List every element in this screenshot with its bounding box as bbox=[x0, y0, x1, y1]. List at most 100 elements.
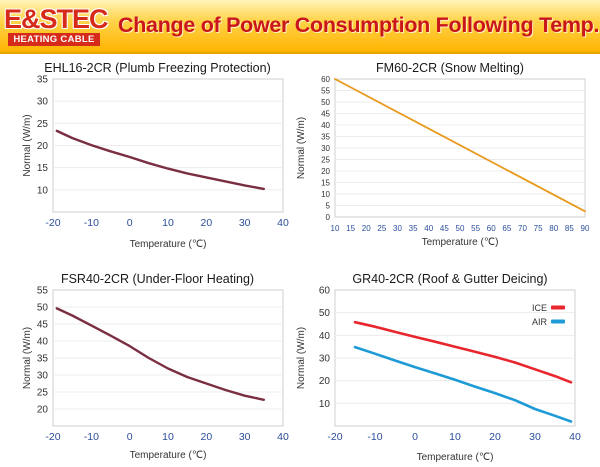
x-tick-label: 55 bbox=[471, 224, 480, 233]
x-tick-label: 10 bbox=[449, 431, 461, 443]
y-tick-label: 50 bbox=[319, 308, 331, 319]
x-tick-label: 10 bbox=[162, 431, 174, 443]
series-line-fsr40-2cr bbox=[55, 307, 265, 401]
chart-title-ehl16: EHL16-2CR (Plumb Freezing Protection) bbox=[44, 61, 271, 75]
x-tick-label: 0 bbox=[127, 431, 133, 443]
x-tick-label: 25 bbox=[377, 224, 386, 233]
legend-label-ice: ICE bbox=[532, 303, 547, 313]
y-tick-label: 40 bbox=[319, 331, 331, 342]
x-tick-label: 20 bbox=[200, 217, 212, 229]
x-tick-label: 65 bbox=[502, 224, 511, 233]
chart-ehl16: 10 15 20 25 30 35 -20 -10 0 10 20 30 40 Temperature (… bbox=[22, 75, 289, 251]
header-banner: E&STEC HEATING CABLE Change of Power Con… bbox=[0, 0, 600, 54]
y-tick-label: 30 bbox=[37, 97, 49, 108]
logo: E&STEC HEATING CABLE bbox=[4, 4, 109, 48]
y-tick-label: 30 bbox=[37, 371, 49, 382]
y-tick-label: 15 bbox=[321, 178, 330, 187]
x-tick-label: 40 bbox=[277, 431, 289, 443]
x-tick-label: 40 bbox=[569, 431, 581, 443]
x-axis-title: Temperature (℃) bbox=[130, 239, 207, 250]
legend-swatch-air bbox=[551, 319, 565, 324]
x-tick-label: 70 bbox=[518, 224, 527, 233]
x-tick-label: 40 bbox=[424, 224, 433, 233]
y-axis-title: Normal (W/m) bbox=[296, 327, 307, 389]
y-tick-label: 60 bbox=[319, 286, 331, 297]
y-tick-label: 25 bbox=[37, 388, 49, 399]
y-tick-label: 45 bbox=[321, 109, 330, 118]
y-tick-label: 30 bbox=[319, 354, 331, 365]
x-tick-label: 0 bbox=[127, 217, 133, 229]
y-tick-label: 5 bbox=[326, 201, 331, 210]
y-tick-label: 20 bbox=[319, 376, 331, 387]
x-tick-label: 40 bbox=[277, 217, 289, 229]
x-tick-label: 10 bbox=[162, 217, 174, 229]
y-tick-label: 55 bbox=[321, 86, 330, 95]
x-axis-title: Temperature (℃) bbox=[417, 452, 494, 463]
x-tick-label: -10 bbox=[84, 217, 99, 229]
y-tick-label: 20 bbox=[37, 405, 49, 416]
legend-swatch-ice bbox=[551, 305, 565, 310]
chart-title-fm60: FM60-2CR (Snow Melting) bbox=[376, 61, 524, 75]
series-line-fm60-2cr bbox=[334, 78, 586, 213]
x-tick-label: 35 bbox=[409, 224, 418, 233]
y-tick-label: 45 bbox=[37, 320, 49, 331]
logo-text: E&STEC bbox=[4, 4, 109, 34]
logo-subtitle: HEATING CABLE bbox=[8, 33, 100, 46]
page-title: Change of Power Consumption Following Te… bbox=[118, 13, 600, 37]
x-tick-label: 20 bbox=[362, 224, 371, 233]
x-tick-label: -20 bbox=[45, 431, 60, 443]
y-tick-label: 60 bbox=[321, 75, 330, 84]
x-tick-label: 15 bbox=[346, 224, 355, 233]
x-tick-label: 10 bbox=[331, 224, 340, 233]
y-tick-label: 50 bbox=[321, 98, 330, 107]
y-tick-label: 25 bbox=[37, 119, 49, 130]
x-tick-label: 30 bbox=[239, 217, 251, 229]
x-tick-label: 20 bbox=[489, 431, 501, 443]
x-tick-label: 45 bbox=[440, 224, 449, 233]
x-tick-label: 50 bbox=[456, 224, 465, 233]
series-line-ice bbox=[353, 320, 573, 384]
x-tick-label: 20 bbox=[200, 431, 212, 443]
y-tick-label: 25 bbox=[321, 155, 330, 164]
x-tick-label: 30 bbox=[393, 224, 402, 233]
x-tick-label: -10 bbox=[84, 431, 99, 443]
y-tick-label: 20 bbox=[37, 141, 49, 152]
x-axis-title: Temperature (℃) bbox=[130, 450, 207, 461]
y-tick-label: 10 bbox=[321, 190, 330, 199]
y-tick-label: 40 bbox=[321, 121, 330, 130]
y-tick-label: 30 bbox=[321, 144, 330, 153]
x-tick-label: 30 bbox=[529, 431, 541, 443]
series-line-ehl16-2cr bbox=[55, 129, 265, 191]
y-axis-title: Normal (W/m) bbox=[296, 117, 307, 179]
y-tick-label: 10 bbox=[319, 399, 331, 410]
x-tick-label: 90 bbox=[581, 224, 590, 233]
y-tick-label: 35 bbox=[37, 354, 49, 365]
x-tick-label: 75 bbox=[534, 224, 543, 233]
y-tick-label: 50 bbox=[37, 303, 49, 314]
y-tick-label: 55 bbox=[37, 286, 49, 297]
series-line-air bbox=[353, 345, 573, 423]
legend-label-air: AIR bbox=[532, 317, 548, 327]
x-tick-label: 85 bbox=[565, 224, 574, 233]
x-tick-label: -20 bbox=[327, 431, 342, 443]
y-tick-label: 0 bbox=[326, 213, 331, 222]
chart-gr40: 10 20 30 40 50 60 -20 -10 0 10 20 30 40 Temperature (… bbox=[296, 286, 581, 464]
y-tick-label: 35 bbox=[37, 75, 49, 86]
x-tick-label: 80 bbox=[549, 224, 558, 233]
chart-title-gr40: GR40-2CR (Roof & Gutter Deicing) bbox=[352, 272, 548, 286]
y-axis-title: Normal (W/m) bbox=[22, 327, 33, 389]
x-tick-label: 30 bbox=[239, 431, 251, 443]
chart-fsr40: 20 25 30 35 40 45 50 55 -20 -10 0 10 20 30 40 Temperatu… bbox=[22, 286, 289, 462]
x-axis-title: Temperature (℃) bbox=[422, 237, 499, 248]
chart-fm60: 0 5 10 15 20 25 30 35 40 45 50 55 60 10 15 20 25 30 35 40 45… bbox=[296, 75, 590, 248]
x-tick-label: 60 bbox=[487, 224, 496, 233]
x-tick-label: -20 bbox=[45, 217, 60, 229]
y-tick-label: 15 bbox=[37, 163, 49, 174]
y-tick-label: 35 bbox=[321, 132, 330, 141]
x-tick-label: -10 bbox=[367, 431, 382, 443]
y-axis-title: Normal (W/m) bbox=[22, 114, 33, 176]
y-tick-label: 10 bbox=[37, 185, 49, 196]
y-tick-label: 40 bbox=[37, 337, 49, 348]
y-tick-label: 20 bbox=[321, 167, 330, 176]
